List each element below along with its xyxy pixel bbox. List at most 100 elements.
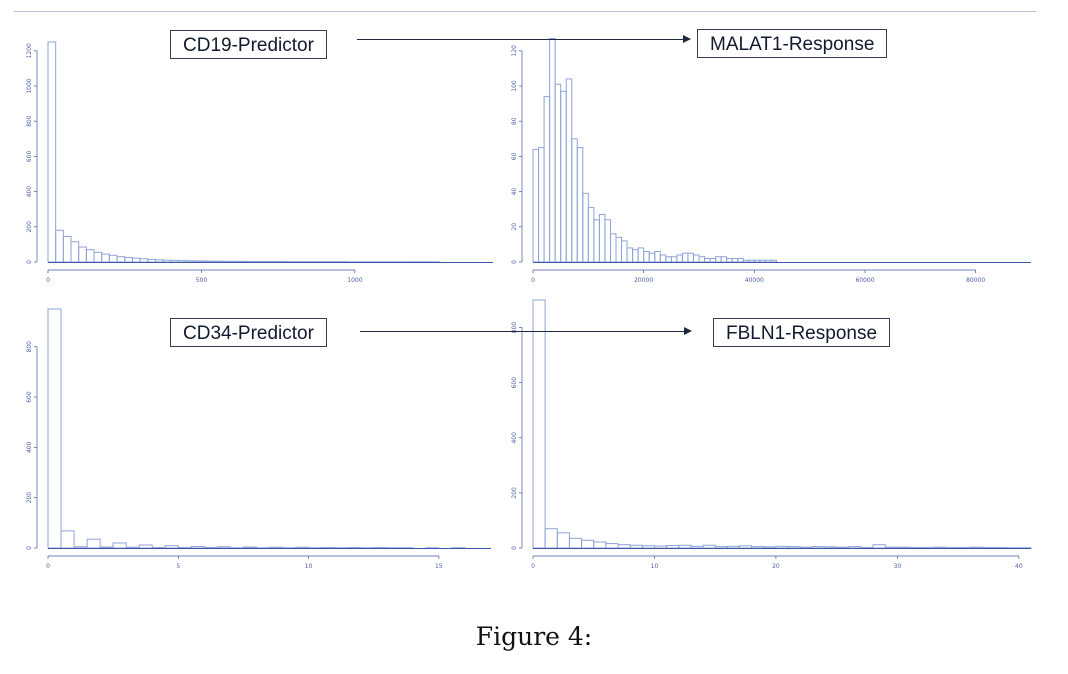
- cd19-bar: [216, 260, 225, 263]
- cd19-bar: [177, 260, 187, 263]
- malat1-bar: [632, 249, 639, 263]
- cd34-bar: [295, 546, 310, 549]
- cd19-x-tick-label: 0: [46, 277, 50, 284]
- cd19-x-tick-label: 1000: [347, 277, 362, 284]
- malat1-bar: [637, 247, 645, 263]
- malat1-bar: [759, 259, 766, 263]
- cd34-bar: [347, 547, 362, 549]
- cd19-x-tick-label: 500: [196, 277, 208, 284]
- fbln1-bar: [690, 545, 704, 549]
- fbln1-bar: [544, 528, 558, 549]
- malat1-bar: [582, 192, 589, 263]
- cd34-bar: [190, 545, 205, 549]
- cd34-y-tick-label: 600: [26, 391, 33, 403]
- fbln1-bar: [860, 546, 874, 549]
- malat1-bar: [698, 256, 706, 263]
- malat1-bar: [764, 259, 772, 263]
- fbln1-bar: [751, 546, 765, 549]
- fbln1-bar: [714, 546, 728, 549]
- cd19-bar: [116, 256, 126, 263]
- cd19-bar: [254, 260, 264, 263]
- malat1-y-tick-label: 80: [511, 117, 518, 125]
- fbln1-y-tick-label: 0: [511, 546, 518, 550]
- cd19-bar: [147, 258, 156, 263]
- fbln1-bar: [678, 544, 692, 549]
- malat1-bar: [648, 252, 656, 263]
- fbln1-x-tick-label: 40: [1015, 563, 1023, 570]
- cd19-y-tick-label: 200: [26, 221, 33, 233]
- fbln1-bar: [787, 546, 801, 549]
- malat1-response-label: MALAT1-Response: [697, 29, 888, 58]
- malat1-x-tick-label: 0: [531, 277, 535, 284]
- fbln1-response-label: FBLN1-Response: [713, 318, 891, 347]
- cd19-bar: [154, 259, 164, 263]
- fbln1-bar: [568, 537, 583, 549]
- malat1-histogram: 0 20000 40000 60000 80000 0 20 40 60 80 100 120: [511, 37, 1031, 284]
- cd19-bar: [101, 253, 110, 263]
- fbln1-bar: [556, 532, 570, 549]
- cd34-predictor-label: CD34-Predictor: [170, 318, 327, 347]
- malat1-y-tick-label: 100: [511, 80, 518, 92]
- fbln1-bar: [921, 546, 935, 549]
- cd34-bar: [203, 547, 218, 549]
- malat1-bar: [532, 148, 540, 263]
- cd19-y-tick-label: 1000: [26, 78, 33, 93]
- cd34-x-tick-label: 5: [176, 563, 180, 570]
- cd34-x-tick-label: 10: [305, 563, 313, 570]
- malat1-bar: [626, 247, 634, 263]
- fbln1-bar: [532, 299, 546, 549]
- cd19-bar: [170, 259, 179, 263]
- fbln1-bar: [799, 546, 813, 549]
- cd34-y-tick-label: 400: [26, 441, 33, 453]
- cd34-x-tick-label: 0: [46, 563, 50, 570]
- fbln1-x-tick-label: 30: [894, 563, 902, 570]
- cd34-bar: [60, 530, 75, 549]
- cd19-bar: [55, 229, 64, 263]
- malat1-x-tick-label: 20000: [634, 277, 653, 284]
- malat1-bar: [538, 147, 545, 263]
- malat1-y-tick-label: 20: [511, 223, 518, 231]
- cd19-y-tick-label: 0: [26, 260, 33, 264]
- fbln1-bar: [763, 546, 777, 549]
- cd19-y-tick-label: 800: [26, 115, 33, 127]
- cd34-bar: [242, 546, 257, 549]
- malat1-bar: [726, 257, 733, 263]
- malat1-bar: [748, 259, 755, 263]
- malat1-y-tick-label: 60: [511, 152, 518, 160]
- fbln1-bar: [775, 545, 789, 549]
- cd34-bar: [125, 546, 140, 549]
- malat1-bar: [598, 213, 606, 263]
- cd19-histogram: 0 500 1000 0 200 400 600 800 1000 1200: [26, 41, 493, 284]
- malat1-bar: [665, 256, 672, 263]
- malat1-bar: [609, 233, 617, 263]
- malat1-bar: [587, 206, 595, 263]
- cd19-bar: [162, 259, 172, 263]
- cd34-bar: [112, 542, 127, 549]
- cd19-bar: [262, 260, 271, 263]
- cd34-histogram: 0 5 10 15 0 200 400 600 800: [26, 308, 491, 570]
- fbln1-bar: [884, 546, 898, 549]
- malat1-bar: [742, 259, 750, 263]
- cd34-bar: [99, 546, 114, 549]
- cd19-bar: [193, 260, 202, 263]
- fbln1-bar: [605, 543, 619, 549]
- figure-caption: Figure 4:: [475, 622, 593, 651]
- fbln1-bar: [629, 544, 643, 549]
- cd34-bar: [138, 544, 153, 549]
- fbln1-bar: [896, 546, 911, 549]
- fbln1-bar: [994, 546, 1008, 549]
- fbln1-bar: [872, 544, 886, 549]
- cd34-y-tick-label: 800: [26, 341, 33, 353]
- malat1-x-tick-label: 60000: [855, 277, 874, 284]
- cd19-bar: [139, 258, 149, 263]
- malat1-bar: [676, 254, 683, 263]
- malat1-bar: [604, 219, 611, 263]
- cd19-y-tick-label: 1200: [26, 43, 33, 58]
- fbln1-bar: [666, 545, 680, 549]
- fbln1-x-tick-label: 20: [772, 563, 780, 570]
- cd19-bar: [239, 260, 248, 263]
- cd19-bar: [78, 246, 87, 263]
- fbln1-bar: [969, 546, 983, 549]
- malat1-bar: [659, 254, 667, 263]
- cd19-bar: [200, 260, 210, 263]
